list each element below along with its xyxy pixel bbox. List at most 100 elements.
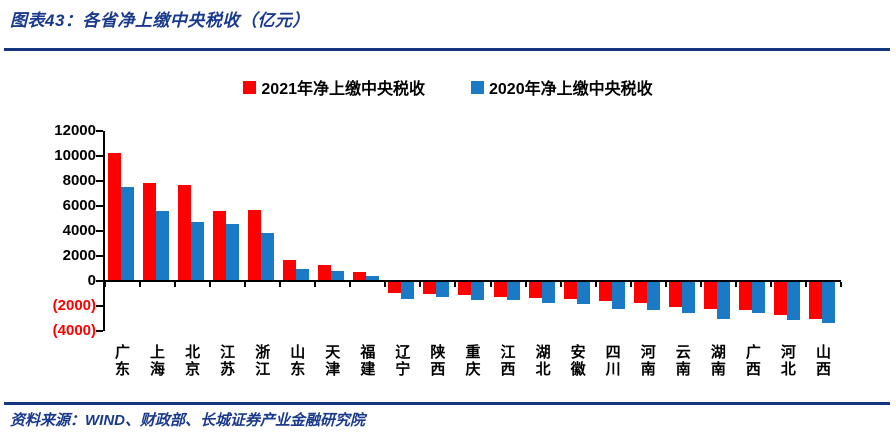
y-axis-tick — [96, 255, 103, 257]
bar-2020年-江西 — [506, 281, 520, 301]
y-axis-line — [103, 131, 105, 331]
x-axis-tick — [209, 282, 212, 287]
x-category-label: 江 苏 — [220, 344, 236, 378]
x-category-label: 浙 江 — [255, 344, 271, 378]
y-axis-tick — [96, 205, 103, 207]
bar-2020年-重庆 — [471, 281, 485, 300]
x-category-label: 湖 南 — [710, 344, 726, 378]
x-axis-tick — [384, 282, 387, 287]
y-axis-tick — [96, 280, 103, 282]
y-axis-tick — [96, 130, 103, 132]
x-category-label: 北 京 — [185, 344, 201, 378]
y-axis-tick — [96, 180, 103, 182]
x-axis-tick — [244, 282, 247, 287]
x-category-label: 山 东 — [290, 344, 306, 378]
legend-swatch-2021 — [243, 80, 257, 94]
x-axis-tick — [174, 282, 177, 287]
bar-2021年-山西 — [808, 281, 822, 319]
bar-2021年-湖北 — [528, 281, 542, 299]
bar-2021年-陕西 — [423, 281, 437, 294]
legend-swatch-2020 — [471, 80, 484, 94]
bar-2021年-辽宁 — [388, 281, 402, 293]
y-tick-label: 0 — [87, 272, 96, 289]
x-category-label: 广 东 — [115, 344, 131, 378]
x-axis-tick — [769, 282, 772, 287]
bar-2020年-安徽 — [576, 281, 590, 305]
x-axis-tick — [840, 282, 842, 287]
bar-2021年-广西 — [738, 281, 752, 310]
x-category-label: 福 建 — [360, 344, 376, 378]
y-tick-label: 6000 — [62, 197, 96, 214]
x-category-label: 河 北 — [780, 344, 796, 378]
x-category-label: 山 西 — [815, 344, 831, 378]
x-axis-tick — [139, 282, 142, 287]
bar-2020年-浙江 — [261, 233, 275, 281]
bar-2020年-山东 — [296, 269, 310, 281]
bar-2020年-河南 — [646, 281, 660, 310]
x-category-label: 湖 北 — [535, 344, 551, 378]
bar-2021年-河北 — [773, 281, 787, 316]
x-axis-tick — [349, 282, 352, 287]
bar-2020年-四川 — [611, 281, 625, 310]
bar-2021年-山东 — [283, 259, 297, 281]
y-tick-label: 8000 — [62, 172, 96, 189]
legend-label-2020: 2020年净上缴中央税收 — [489, 81, 653, 98]
chart-title: 图表43：各省净上缴中央税收（亿元） — [10, 11, 310, 30]
bar-2021年-北京 — [178, 184, 192, 281]
y-axis-tick — [96, 305, 103, 307]
source-note: 资料来源：WIND、财政部、长城证券产业金融研究院 — [10, 412, 365, 429]
x-axis-tick — [734, 282, 737, 287]
x-axis-tick — [629, 282, 632, 287]
bar-2021年-江苏 — [213, 211, 227, 281]
bar-2021年-四川 — [598, 281, 612, 301]
bar-2021年-湖南 — [703, 281, 717, 309]
bar-2020年-福建 — [366, 275, 380, 281]
x-category-label: 河 南 — [640, 344, 656, 378]
x-axis-tick — [279, 282, 282, 287]
legend: 2021年净上缴中央税收 2020年净上缴中央税收 — [0, 75, 896, 99]
x-axis-line — [103, 280, 841, 282]
bar-2021年-云南 — [668, 281, 682, 307]
y-tick-label: 2000 — [62, 247, 96, 264]
x-category-label: 四 川 — [605, 344, 621, 378]
y-axis-tick — [96, 155, 103, 157]
x-axis-tick — [104, 282, 106, 287]
x-axis-tick — [454, 282, 457, 287]
bar-2020年-云南 — [681, 281, 695, 313]
bar-2021年-上海 — [143, 182, 157, 281]
x-category-label: 江 西 — [500, 344, 516, 378]
bar-2020年-广东 — [121, 187, 134, 281]
y-tick-label: (4000) — [52, 322, 96, 339]
bar-2020年-上海 — [156, 211, 170, 281]
legend-label-2021: 2021年净上缴中央税收 — [261, 81, 425, 98]
x-axis-tick — [419, 282, 422, 287]
y-axis-tick — [96, 230, 103, 232]
bar-2021年-浙江 — [248, 210, 262, 281]
y-tick-label: 4000 — [62, 222, 96, 239]
bar-2020年-广西 — [751, 281, 765, 313]
bar-2020年-北京 — [191, 221, 205, 281]
x-axis-tick — [594, 282, 597, 287]
bar-2021年-天津 — [318, 265, 332, 281]
x-category-label: 上 海 — [150, 344, 166, 378]
x-category-label: 陕 西 — [430, 344, 446, 378]
x-axis-tick — [314, 282, 317, 287]
bar-2021年-福建 — [353, 271, 367, 281]
x-axis-tick — [489, 282, 492, 287]
legend-item-2021: 2021年净上缴中央税收 — [243, 75, 425, 99]
bar-2020年-湖南 — [716, 281, 730, 320]
header-divider — [4, 48, 890, 51]
x-category-label: 广 西 — [745, 344, 761, 378]
y-tick-label: 12000 — [54, 122, 96, 139]
bar-2020年-辽宁 — [401, 281, 415, 299]
bar-2020年-陕西 — [436, 281, 450, 298]
x-axis-tick — [699, 282, 702, 287]
x-category-label: 辽 宁 — [395, 344, 411, 378]
bar-2021年-河南 — [633, 281, 647, 303]
bar-2020年-湖北 — [541, 281, 555, 303]
x-axis-tick — [804, 282, 807, 287]
y-axis-tick — [96, 330, 103, 332]
x-category-label: 云 南 — [675, 344, 691, 378]
bar-2021年-江西 — [493, 281, 507, 297]
